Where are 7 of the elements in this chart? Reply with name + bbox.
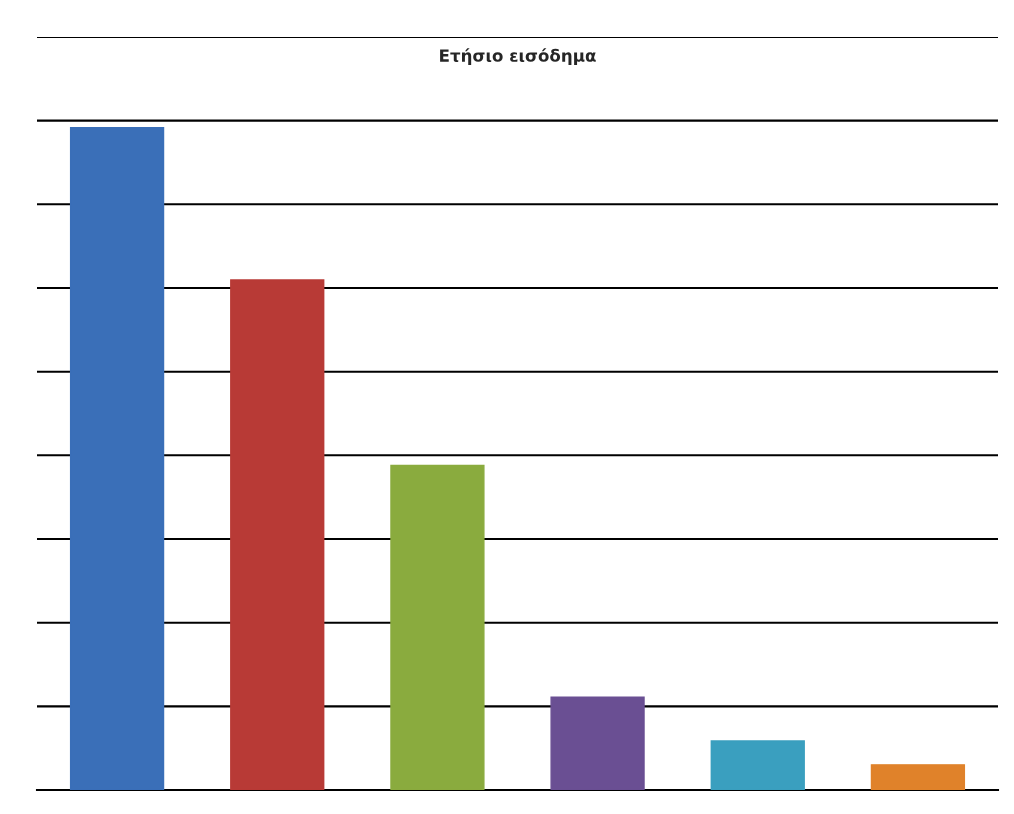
bar xyxy=(69,127,165,790)
bar xyxy=(710,740,805,790)
bar xyxy=(550,696,645,790)
bar xyxy=(390,464,485,790)
bar xyxy=(230,279,325,790)
chart-title: Ετήσιο εισόδημα xyxy=(440,48,596,66)
bar xyxy=(870,764,966,790)
